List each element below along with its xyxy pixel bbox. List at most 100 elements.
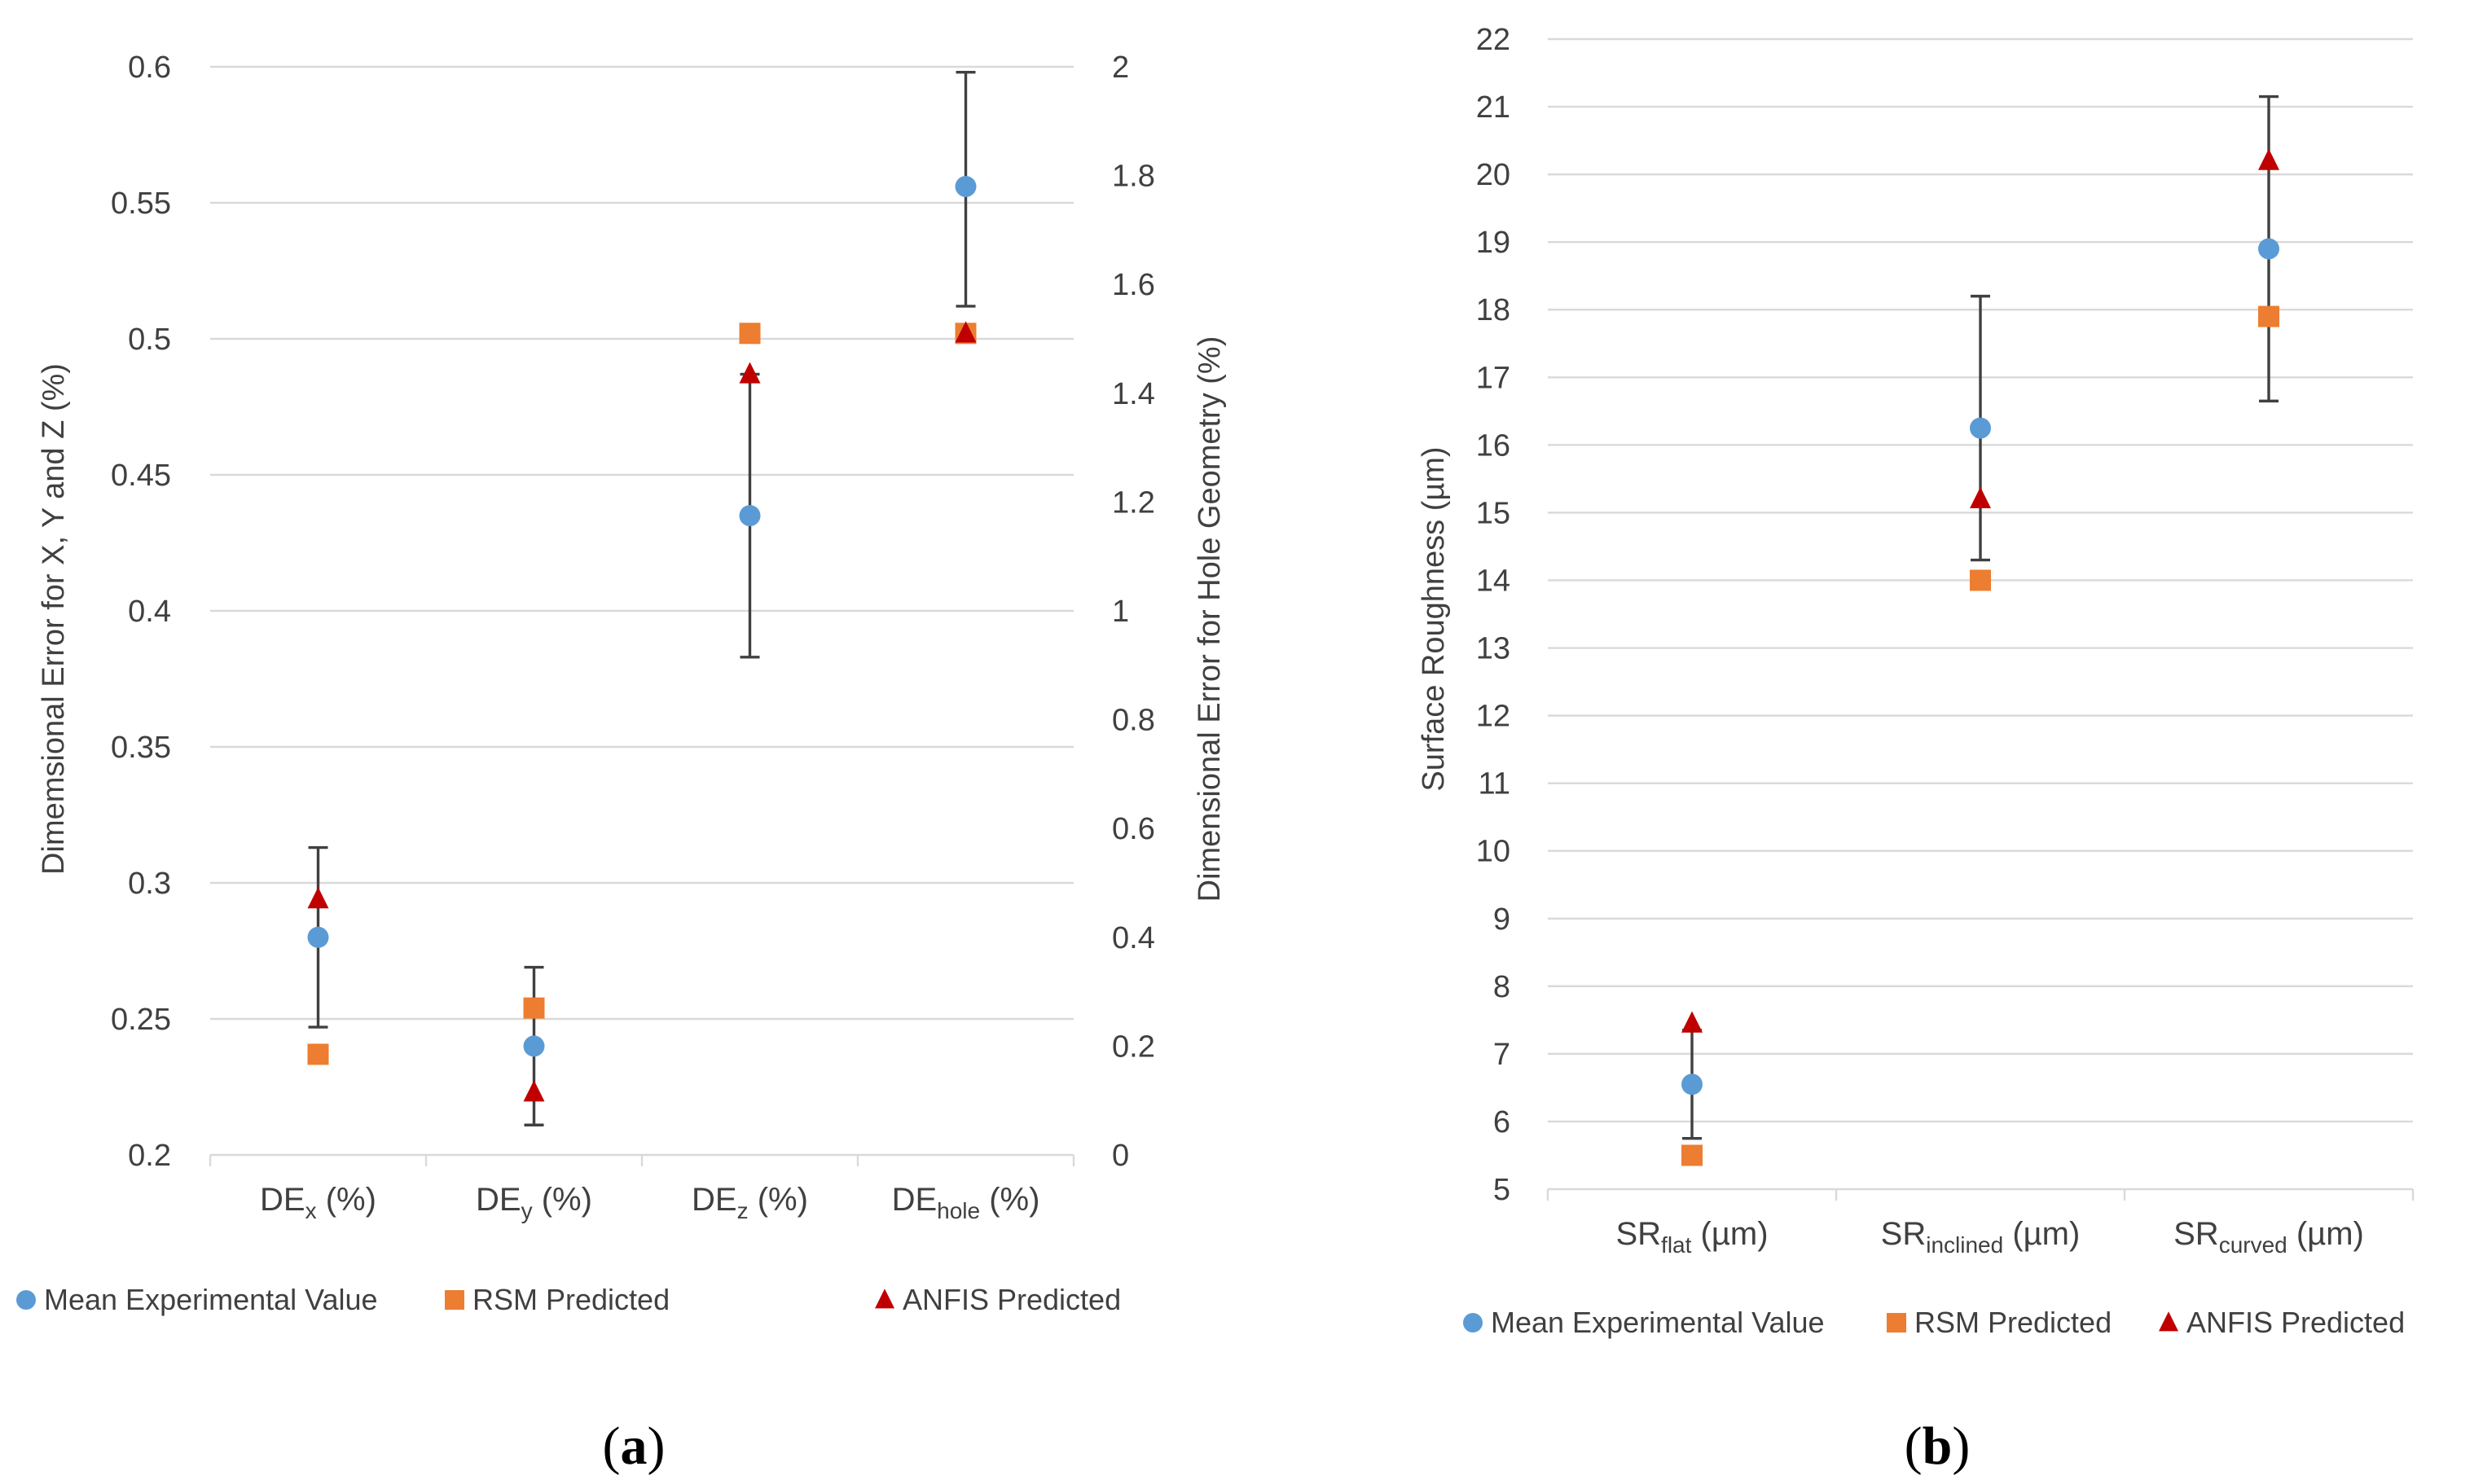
data-marks [1681,94,2279,1166]
legend-label: ANFIS Predicted [2186,1306,2405,1339]
y2-tick-label: 1.8 [1112,160,1155,194]
y-axis-title: Dimemsional Error for X, Y and Z (%) [37,363,71,875]
anfis-predicted-point-de-y [523,1080,545,1102]
y-axis-title: Surface Roughness (µm) [1417,446,1451,791]
legend-label: Mean Experimental Value [1491,1306,1825,1339]
x-tick-label-de-y: DEy (%) [476,1182,592,1223]
y-axis-ticks: 0.2 0.25 0.3 0.35 0.4 0.45 0.5 0.55 0.6 [111,50,171,1173]
grid-lines [1546,37,2415,1201]
y2-tick-label: 1.2 [1112,485,1155,520]
y-tick-label: 0.35 [111,731,171,765]
y-tick-label: 19 [1476,226,1510,260]
y-axis-ticks: 5 6 7 8 9 10 11 12 13 14 15 16 17 18 19 20 21 22 [1476,23,1510,1207]
legend-label: RSM Predicted [472,1283,670,1316]
chart-panel-a: 0.20.250.30.350.40.450.50.550.6 00.20.40… [16,50,1227,1316]
legend-marker-triangle [2159,1311,2178,1332]
anfis-predicted-point-sr-inclined [1970,486,1991,509]
anfis-predicted-point-de-hole [955,321,977,343]
y2-tick-label: 1 [1112,595,1129,629]
mean-experimental-value-point-de-hole [955,175,977,197]
legend-marker-circle [1463,1313,1483,1333]
mean-experimental-value-point-de-x [307,926,329,948]
y-tick-label: 20 [1476,158,1510,192]
y-tick-label: 7 [1493,1038,1510,1072]
rsm-predicted-point-sr-inclined [1970,569,1991,591]
mean-experimental-value-point-sr-curved [2258,238,2279,260]
x-tick-label-de-x: DEx (%) [260,1182,376,1223]
mean-experimental-value-point-sr-flat [1681,1073,1703,1095]
y-tick-label: 0.4 [128,595,171,629]
y-tick-label: 14 [1476,564,1510,598]
y-tick-label: 21 [1476,90,1510,125]
legend-label: ANFIS Predicted [903,1283,1121,1316]
secondary-y-axis-ticks: 0 0.2 0.4 0.6 0.8 1 1.2 1.4 1.6 1.8 2 [1112,50,1155,1173]
legend-marker-triangle [875,1289,894,1309]
chart-panel-b: 5 6 7 8 9 10 11 12 13 14 15 16 17 18 19 20 21 22 SRflat (… [1417,23,2415,1339]
rsm-predicted-point-sr-flat [1681,1144,1703,1166]
y-tick-label: 13 [1476,632,1510,666]
y-tick-label: 0.6 [128,50,171,85]
y2-tick-label: 0.8 [1112,704,1155,738]
legend-marker-square [1887,1313,1906,1333]
anfis-predicted-point-sr-curved [2258,148,2279,170]
y-tick-label: 0.5 [128,323,171,357]
anfis-predicted-point-sr-flat [1681,1011,1703,1033]
y2-tick-label: 0 [1112,1139,1129,1173]
legend-item-rsm-predicted: RSM Predicted [445,1283,670,1316]
legend-item-mean-experimental-value: Mean Experimental Value [1463,1306,1825,1339]
rsm-predicted-point-de-x [307,1043,329,1065]
panel-label-b: (b) [1905,1416,1971,1476]
x-axis-categories: DEx (%) DEy (%) DEz (%) DEhole (%) [260,1182,1039,1223]
rsm-predicted-point-de-z [739,323,761,345]
y-tick-label: 9 [1493,902,1510,937]
y2-tick-label: 2 [1112,50,1129,85]
legend-item-anfis-predicted: ANFIS Predicted [875,1283,1121,1316]
y2-tick-label: 0.4 [1112,921,1155,955]
y2-tick-label: 1.4 [1112,377,1155,411]
y-tick-label: 0.25 [111,1003,171,1037]
y-tick-label: 15 [1476,496,1510,530]
y2-tick-label: 1.6 [1112,268,1155,302]
x-tick-label-de-z: DEz (%) [692,1182,808,1223]
y-tick-label: 16 [1476,428,1510,463]
anfis-predicted-point-de-x [307,887,329,909]
x-tick-label-sr-inclined: SRinclined (µm) [1881,1216,2081,1258]
anfis-predicted-point-de-z [739,362,761,384]
legend-item-rsm-predicted: RSM Predicted [1887,1306,2112,1339]
x-axis-categories: SRflat (µm) SRinclined (µm) SRcurved (µm) [1615,1216,2363,1258]
rsm-predicted-point-de-y [523,997,545,1019]
y-tick-label: 6 [1493,1105,1510,1139]
mean-experimental-value-point-de-z [739,505,761,527]
y-tick-label: 10 [1476,835,1510,869]
y-tick-label: 0.3 [128,867,171,901]
legend-item-mean-experimental-value: Mean Experimental Value [16,1283,378,1316]
mean-experimental-value-point-de-y [523,1035,545,1057]
x-tick-label-sr-flat: SRflat (µm) [1615,1216,1768,1258]
legend-marker-circle [16,1290,36,1310]
data-marks [307,70,977,1126]
secondary-y-axis-title: Dimensional Error for Hole Geometry (%) [1193,336,1227,902]
y-tick-label: 8 [1493,970,1510,1004]
y-tick-label: 5 [1493,1173,1510,1207]
legend-item-anfis-predicted: ANFIS Predicted [2159,1306,2405,1339]
y-tick-label: 22 [1476,23,1510,57]
y2-tick-label: 0.2 [1112,1030,1155,1064]
y-tick-label: 17 [1476,361,1510,395]
y-tick-label: 11 [1479,767,1510,801]
legend-marker-square [445,1290,464,1310]
y-tick-label: 12 [1476,700,1510,734]
panel-label-a: (a) [603,1416,666,1476]
grid-lines [209,65,1075,1166]
legend-label: RSM Predicted [1914,1306,2112,1339]
legend: Mean Experimental Value RSM Predicted ANFI… [16,1283,1121,1316]
rsm-predicted-point-sr-curved [2258,305,2279,327]
y2-tick-label: 0.6 [1112,812,1155,846]
mean-experimental-value-point-sr-inclined [1970,417,1991,439]
y-tick-label: 0.45 [111,459,171,493]
legend-label: Mean Experimental Value [44,1283,378,1316]
x-tick-label-sr-curved: SRcurved (µm) [2173,1216,2364,1258]
y-tick-label: 0.55 [111,187,171,221]
x-tick-label-de-hole: DEhole (%) [892,1182,1040,1223]
y-tick-label: 0.2 [128,1139,171,1173]
